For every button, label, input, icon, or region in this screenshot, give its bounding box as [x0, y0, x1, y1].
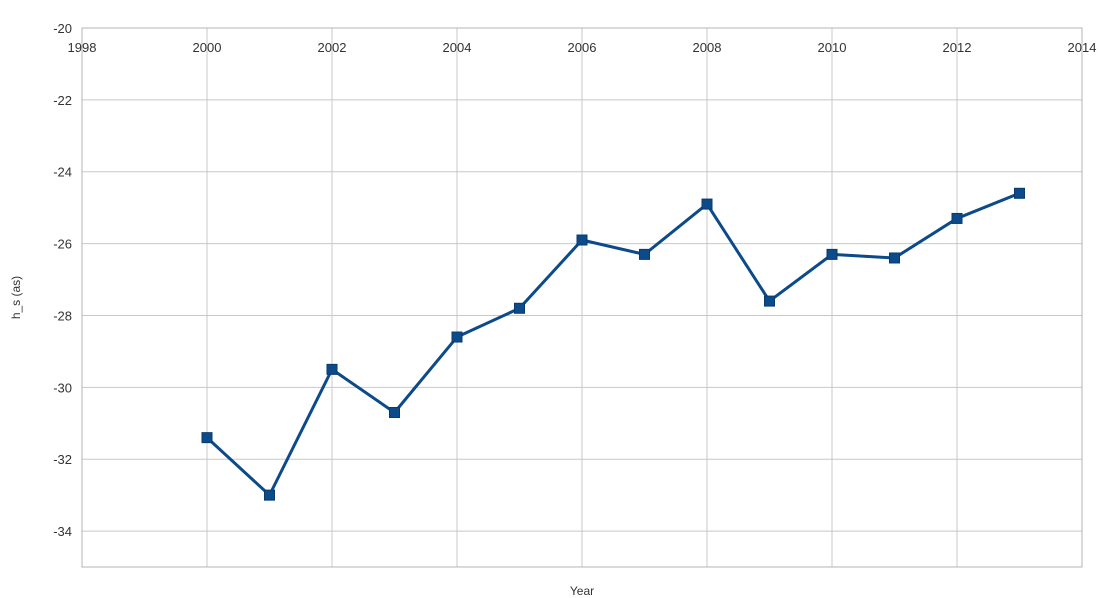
- data-point-2003: [389, 406, 400, 418]
- data-point-2011: [889, 252, 900, 264]
- y-tick-label-6: -32: [53, 452, 72, 467]
- y-axis-title: h_s (as): [9, 276, 23, 319]
- x-tick-label-8: 2014: [1068, 40, 1097, 55]
- y-tick-label-1: -22: [53, 93, 72, 108]
- x-axis-title: Year: [570, 584, 594, 598]
- series-line-0: [205, 191, 1021, 497]
- plot-frame: [81, 27, 1083, 568]
- data-point-2010: [826, 248, 838, 260]
- data-point-2012: [951, 212, 963, 224]
- grid: [81, 27, 1083, 567]
- y-tick-label-4: -28: [53, 308, 72, 323]
- x-tick-label-6: 2010: [818, 40, 847, 55]
- data-point-2005: [514, 302, 525, 314]
- x-tick-label-1: 2000: [193, 40, 222, 55]
- data-point-2006: [576, 234, 588, 246]
- data-point-2001: [264, 489, 275, 501]
- x-tick-label-5: 2008: [693, 40, 722, 55]
- series-group: [201, 187, 1025, 501]
- y-tick-label-7: -34: [53, 524, 72, 539]
- data-point-2000: [201, 432, 213, 444]
- data-point-2009: [764, 295, 775, 307]
- x-tick-labels: 1998 2000 2002 2004 2006 2008 2010 2012 2014: [68, 40, 1097, 55]
- data-point-2013: [1014, 187, 1025, 199]
- y-tick-label-2: -24: [53, 165, 72, 180]
- y-tick-label-5: -30: [53, 380, 72, 395]
- x-tick-label-2: 2002: [318, 40, 347, 55]
- x-tick-label-3: 2004: [443, 40, 472, 55]
- x-tick-label-0: 1998: [68, 40, 97, 55]
- y-tick-label-0: -20: [53, 21, 72, 36]
- x-tick-label-7: 2012: [943, 40, 972, 55]
- data-point-2008: [701, 198, 713, 210]
- data-point-2002: [326, 363, 338, 375]
- x-tick-label-4: 2006: [568, 40, 597, 55]
- y-tick-label-3: -26: [53, 237, 72, 252]
- data-point-2004: [451, 331, 463, 343]
- data-point-2007: [639, 248, 650, 260]
- y-tick-labels: -20 -22 -24 -26 -28 -30 -32 -34: [53, 21, 72, 539]
